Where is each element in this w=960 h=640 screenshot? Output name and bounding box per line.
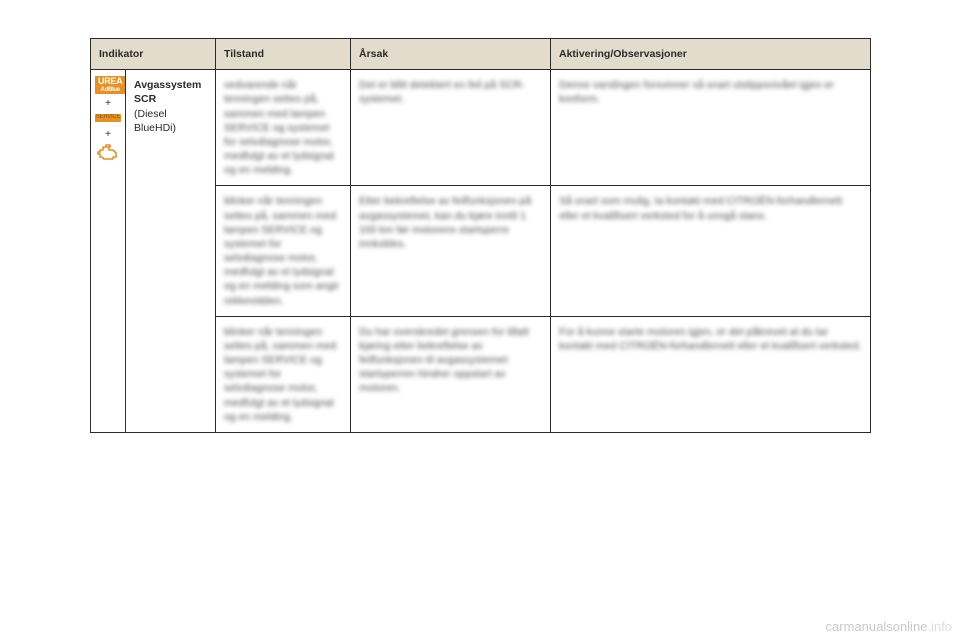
activation-cell: Denne varslingen forsvinner så snart uts… xyxy=(551,70,871,186)
cause-text: Du har overskredet grensen for tillatt k… xyxy=(359,326,529,395)
watermark-text-1: carmanualsonline xyxy=(826,619,928,634)
state-text: blinker når tenningen settes på, sammen … xyxy=(224,195,339,306)
state-text: blinker når tenningen settes på, sammen … xyxy=(224,326,336,423)
table-header: Indikator Tilstand Årsak Aktivering/Obse… xyxy=(91,39,871,70)
activation-cell: Så snart som mulig, ta kontakt med CITRO… xyxy=(551,186,871,316)
state-cell: blinker når tenningen settes på, sammen … xyxy=(216,316,351,432)
state-cell: vedvarende når tenningen settes på, samm… xyxy=(216,70,351,186)
header-cause: Årsak xyxy=(351,39,551,70)
cause-text: Det er blitt detektert en feil på SCR-sy… xyxy=(359,79,525,105)
watermark: carmanualsonline.info xyxy=(826,619,952,634)
state-text: vedvarende når tenningen settes på, samm… xyxy=(224,79,334,176)
engine-icon xyxy=(96,144,120,166)
state-cell: blinker når tenningen settes på, sammen … xyxy=(216,186,351,316)
plus-icon: + xyxy=(95,97,121,111)
plus-icon: + xyxy=(95,128,121,142)
urea-icon-label: UREA xyxy=(98,76,122,86)
cause-cell: Etter bekreftelse av feilfunksjonen på a… xyxy=(351,186,551,316)
watermark-text-2: .info xyxy=(927,619,952,634)
activation-text: Denne varslingen forsvinner så snart uts… xyxy=(559,79,834,105)
header-state: Tilstand xyxy=(216,39,351,70)
indicator-name: Avgassystem SCR xyxy=(134,79,201,105)
cause-text: Etter bekreftelse av feilfunksjonen på a… xyxy=(359,195,531,250)
activation-cell: For å kunne starte motoren igjen, er det… xyxy=(551,316,871,432)
urea-icon-sublabel: AdBlue xyxy=(98,87,122,93)
activation-text: Så snart som mulig, ta kontakt med CITRO… xyxy=(559,195,842,221)
indicator-icon-cell: UREA AdBlue + + xyxy=(91,70,126,433)
table-row: UREA AdBlue + + Avgassystem SCR (Diesel … xyxy=(91,70,871,186)
header-activation: Aktivering/Observasjoner xyxy=(551,39,871,70)
activation-text: For å kunne starte motoren igjen, er det… xyxy=(559,326,861,352)
cause-cell: Du har overskredet grensen for tillatt k… xyxy=(351,316,551,432)
manual-page: Indikator Tilstand Årsak Aktivering/Obse… xyxy=(0,0,960,640)
warnings-table: Indikator Tilstand Årsak Aktivering/Obse… xyxy=(90,38,871,433)
urea-icon: UREA AdBlue xyxy=(95,76,125,94)
service-icon xyxy=(95,114,121,122)
indicator-subname: (Diesel BlueHDi) xyxy=(134,108,176,134)
header-indicator: Indikator xyxy=(91,39,216,70)
cause-cell: Det er blitt detektert en feil på SCR-sy… xyxy=(351,70,551,186)
indicator-name-cell: Avgassystem SCR (Diesel BlueHDi) xyxy=(126,70,216,433)
